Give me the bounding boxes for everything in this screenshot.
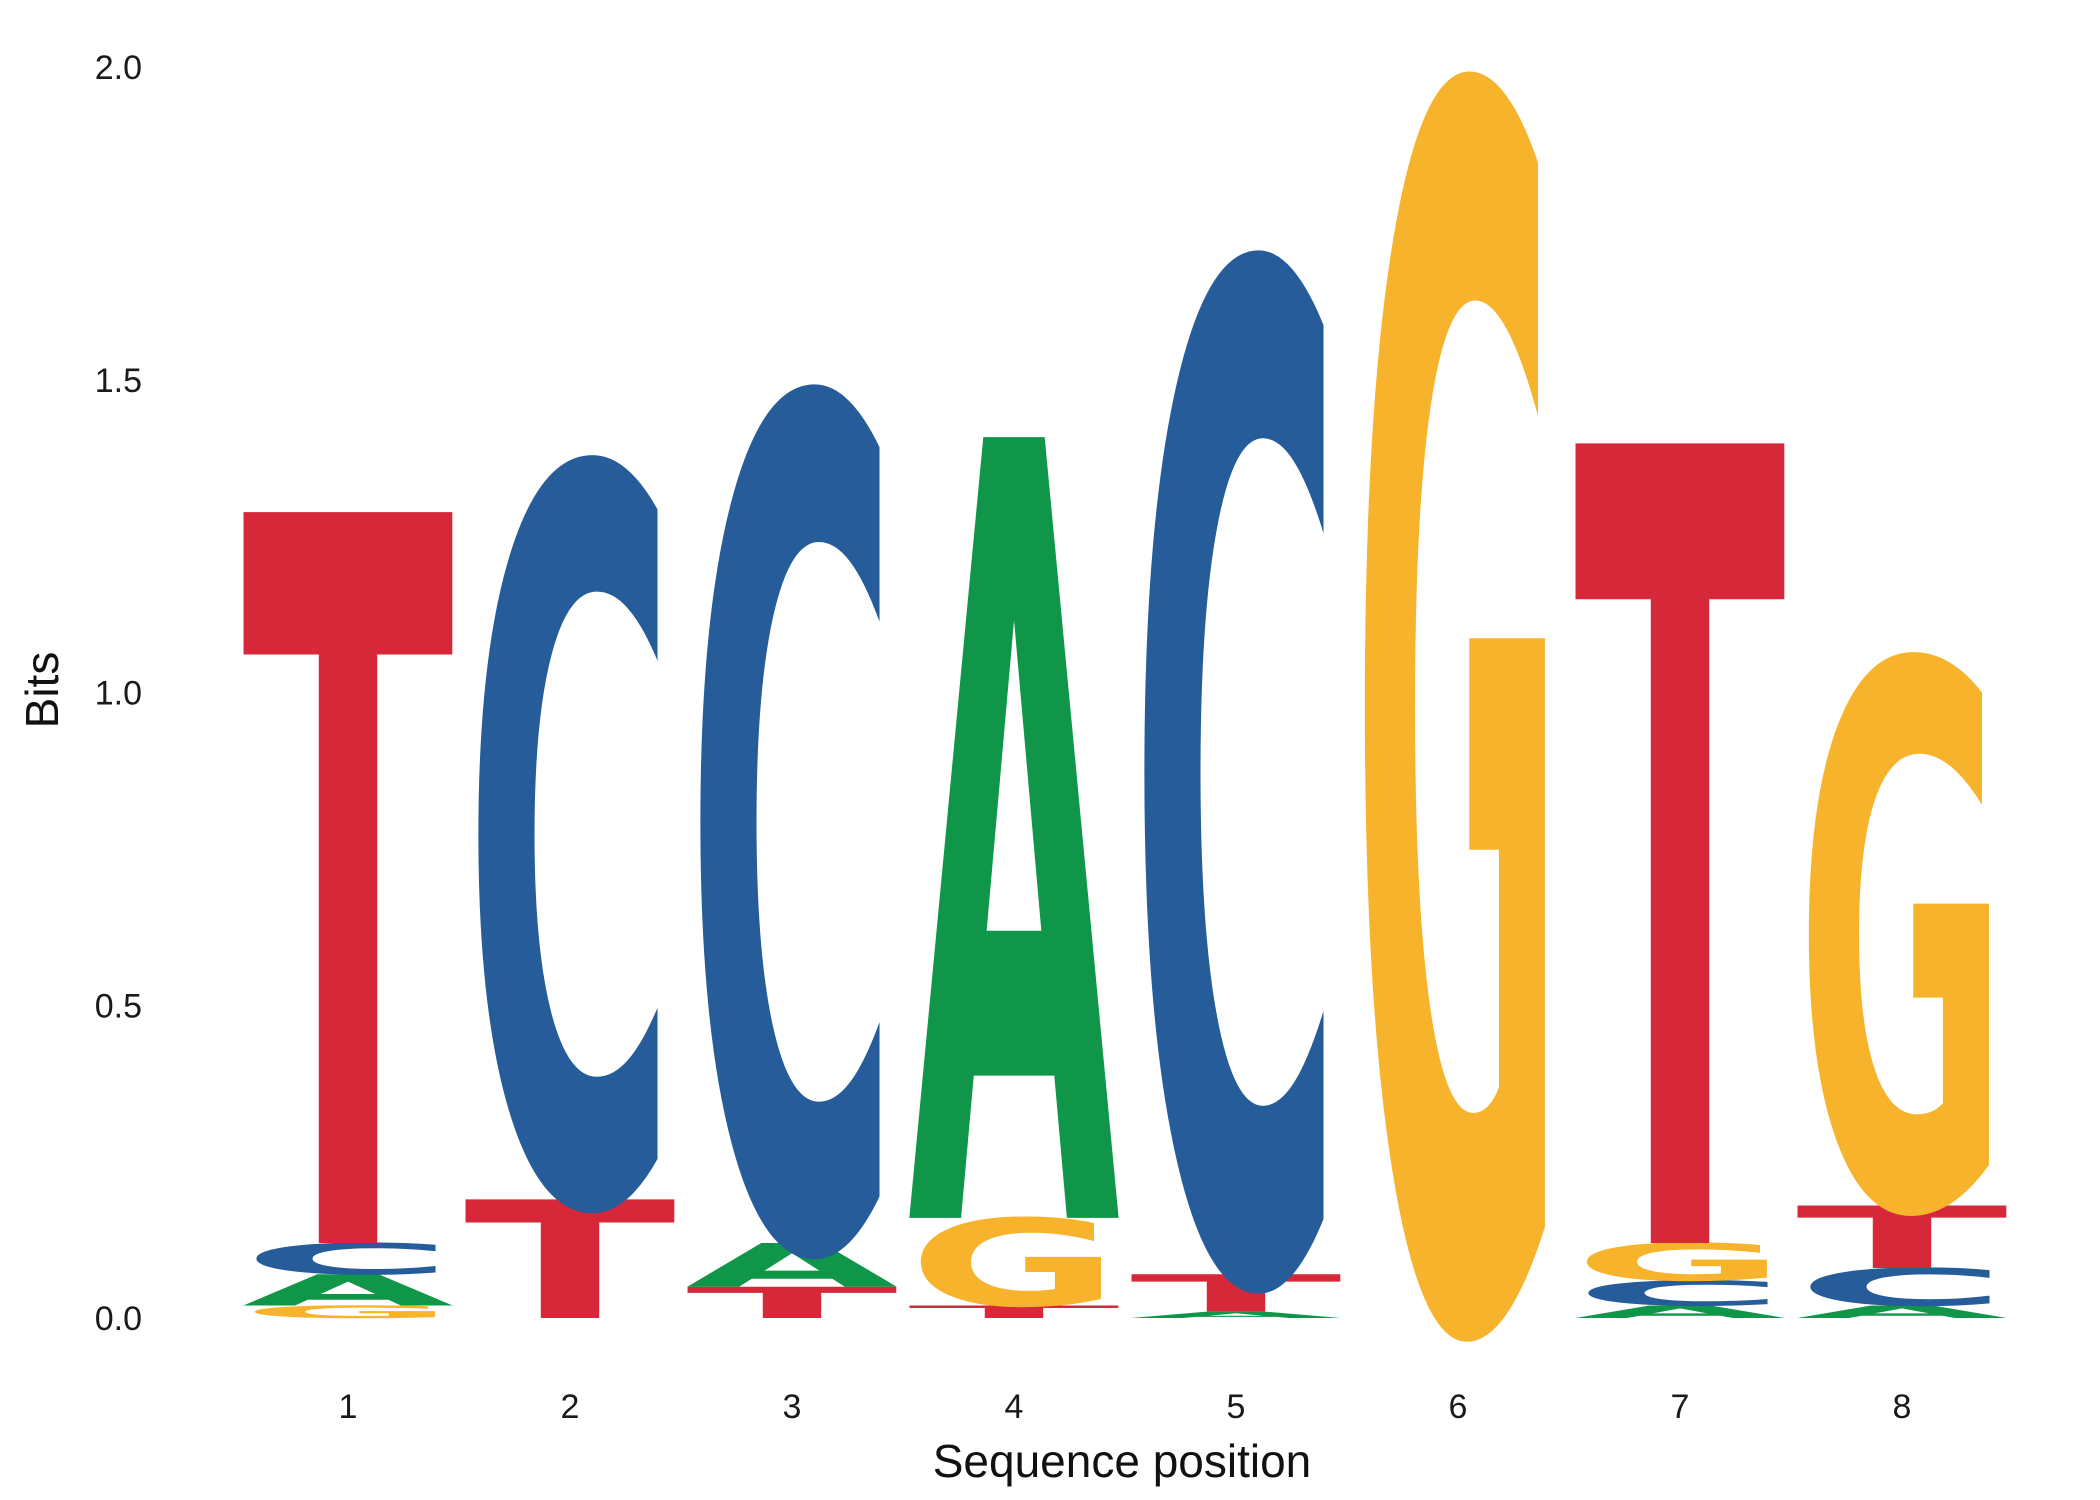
logo-letter-T-pos-4: T bbox=[908, 1302, 1120, 1322]
logo-letter-C-pos-2: C bbox=[464, 268, 676, 1435]
logo-letter-G-pos-1: G bbox=[242, 1302, 454, 1322]
x-tick-label: 7 bbox=[1671, 1388, 1690, 1426]
logo-letter-A-pos-1: A bbox=[242, 1266, 454, 1316]
x-axis-ticks: 1 2 3 4 5 6 7 8 bbox=[339, 1388, 1912, 1426]
logo-letter-T-pos-7: T bbox=[1574, 227, 1788, 1500]
x-tick-label: 2 bbox=[561, 1388, 580, 1426]
y-tick-label: 0.5 bbox=[95, 987, 142, 1025]
logo-letter-T-pos-1: T bbox=[242, 314, 456, 1481]
y-tick-label: 1.0 bbox=[95, 675, 142, 713]
logo-letter-T-pos-8: T bbox=[1796, 1188, 2008, 1288]
y-axis-ticks: 0.0 0.5 1.0 1.5 2.0 bbox=[95, 49, 142, 1338]
logo-letter-A-pos-7: A bbox=[1574, 1302, 1786, 1322]
logo-letter-C-pos-3: C bbox=[686, 169, 898, 1500]
logo-letter-G-pos-7: G bbox=[1574, 1233, 1786, 1293]
x-tick-label: 3 bbox=[783, 1388, 802, 1426]
logo-letter-C-pos-1: C bbox=[242, 1234, 454, 1284]
x-tick-label: 6 bbox=[1449, 1388, 1468, 1426]
logo-letter-A-pos-3: A bbox=[686, 1231, 898, 1301]
logo-letter-A-pos-5: A bbox=[1130, 1310, 1342, 1320]
logo-letter-A-pos-8: A bbox=[1796, 1302, 2008, 1322]
x-axis-title: Sequence position bbox=[933, 1435, 1312, 1487]
logo-letter-C-pos-7: C bbox=[1574, 1274, 1786, 1314]
y-axis-title: Bits bbox=[16, 652, 68, 729]
logo-letter-T-pos-3: T bbox=[686, 1278, 898, 1328]
y-tick-label: 1.5 bbox=[95, 362, 142, 400]
logo-letter-A-pos-4: A bbox=[908, 225, 1122, 1472]
logo-letter-T-pos-5: T bbox=[1130, 1264, 1342, 1324]
y-tick-label: 2.0 bbox=[95, 49, 142, 87]
logo-letter-G-pos-8: G bbox=[1796, 513, 2008, 1382]
logo-letter-C-pos-8: C bbox=[1796, 1258, 2008, 1318]
x-tick-label: 4 bbox=[1005, 1388, 1024, 1426]
logo-letter-T-pos-2: T bbox=[464, 1167, 676, 1357]
y-tick-label: 0.0 bbox=[95, 1300, 142, 1338]
x-tick-label: 5 bbox=[1227, 1388, 1246, 1426]
logo-letter-G-pos-6: G bbox=[1352, 0, 1564, 1500]
x-tick-label: 8 bbox=[1893, 1388, 1912, 1426]
logo-letter-G-pos-4: G bbox=[908, 1195, 1120, 1334]
x-tick-label: 1 bbox=[339, 1388, 358, 1426]
logo-letter-C-pos-5: C bbox=[1130, 0, 1342, 1500]
